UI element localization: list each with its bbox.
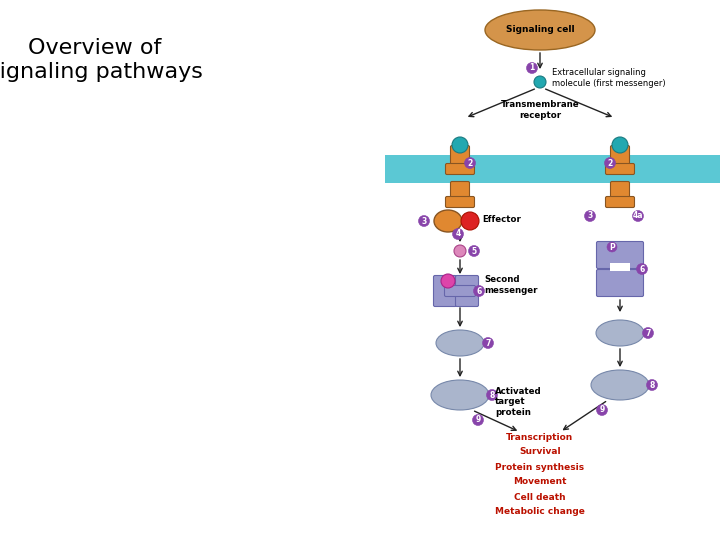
Circle shape bbox=[452, 137, 468, 153]
Text: Second
messenger: Second messenger bbox=[484, 275, 538, 295]
Text: Metabolic change: Metabolic change bbox=[495, 508, 585, 516]
Text: Movement: Movement bbox=[513, 477, 567, 487]
Ellipse shape bbox=[431, 380, 489, 410]
Circle shape bbox=[487, 389, 498, 401]
Circle shape bbox=[636, 264, 647, 274]
Circle shape bbox=[647, 380, 657, 390]
FancyBboxPatch shape bbox=[596, 241, 644, 268]
FancyBboxPatch shape bbox=[596, 269, 644, 296]
Text: Extracellular signaling
molecule (first messenger): Extracellular signaling molecule (first … bbox=[552, 68, 665, 87]
Text: Overview of
signaling pathways: Overview of signaling pathways bbox=[0, 38, 202, 82]
Text: 4: 4 bbox=[455, 230, 461, 239]
FancyBboxPatch shape bbox=[606, 197, 634, 207]
Text: 3: 3 bbox=[588, 212, 593, 220]
Bar bbox=[385, 155, 720, 183]
Text: 9: 9 bbox=[475, 415, 481, 424]
Text: Survival: Survival bbox=[519, 448, 561, 456]
Text: Transcription: Transcription bbox=[506, 433, 574, 442]
Circle shape bbox=[474, 286, 485, 296]
Text: P: P bbox=[609, 242, 615, 252]
Circle shape bbox=[585, 211, 595, 221]
Text: 1: 1 bbox=[529, 64, 535, 72]
Ellipse shape bbox=[436, 330, 484, 356]
Text: Effector: Effector bbox=[482, 214, 521, 224]
Circle shape bbox=[454, 245, 466, 257]
FancyBboxPatch shape bbox=[456, 275, 479, 307]
Bar bbox=[610, 263, 630, 271]
Circle shape bbox=[596, 404, 608, 415]
Text: 8: 8 bbox=[490, 390, 495, 400]
Text: 2: 2 bbox=[467, 159, 472, 167]
Text: 6: 6 bbox=[639, 265, 644, 273]
Text: 4a: 4a bbox=[633, 212, 643, 220]
Circle shape bbox=[452, 228, 464, 240]
Ellipse shape bbox=[591, 370, 649, 400]
Ellipse shape bbox=[596, 320, 644, 346]
Circle shape bbox=[464, 158, 475, 168]
Circle shape bbox=[642, 327, 654, 339]
Text: 2: 2 bbox=[608, 159, 613, 167]
Text: Protein synthesis: Protein synthesis bbox=[495, 462, 585, 471]
Circle shape bbox=[526, 63, 538, 73]
Circle shape bbox=[482, 338, 493, 348]
FancyBboxPatch shape bbox=[611, 145, 629, 171]
FancyBboxPatch shape bbox=[451, 181, 469, 202]
Circle shape bbox=[418, 215, 430, 226]
FancyBboxPatch shape bbox=[611, 181, 629, 202]
Circle shape bbox=[605, 158, 616, 168]
Ellipse shape bbox=[485, 10, 595, 50]
Text: Signaling cell: Signaling cell bbox=[505, 25, 575, 35]
Circle shape bbox=[534, 76, 546, 88]
Text: 7: 7 bbox=[645, 328, 651, 338]
Circle shape bbox=[632, 211, 644, 221]
Text: 6: 6 bbox=[477, 287, 482, 295]
Circle shape bbox=[469, 246, 480, 256]
FancyBboxPatch shape bbox=[451, 145, 469, 171]
Circle shape bbox=[612, 137, 628, 153]
FancyBboxPatch shape bbox=[433, 275, 456, 307]
Text: 5: 5 bbox=[472, 246, 477, 255]
Ellipse shape bbox=[434, 210, 462, 232]
Circle shape bbox=[607, 242, 617, 252]
Text: 9: 9 bbox=[599, 406, 605, 415]
Text: 7: 7 bbox=[485, 339, 491, 348]
FancyBboxPatch shape bbox=[446, 164, 474, 174]
FancyBboxPatch shape bbox=[606, 164, 634, 174]
Circle shape bbox=[461, 212, 479, 230]
Text: Transmembrane
receptor: Transmembrane receptor bbox=[500, 100, 580, 120]
Circle shape bbox=[472, 415, 484, 426]
FancyBboxPatch shape bbox=[444, 286, 475, 296]
Circle shape bbox=[441, 274, 455, 288]
Text: 3: 3 bbox=[421, 217, 427, 226]
FancyBboxPatch shape bbox=[446, 197, 474, 207]
Text: Activated
target
protein: Activated target protein bbox=[495, 387, 541, 417]
Text: 8: 8 bbox=[649, 381, 654, 389]
Text: Cell death: Cell death bbox=[514, 492, 566, 502]
